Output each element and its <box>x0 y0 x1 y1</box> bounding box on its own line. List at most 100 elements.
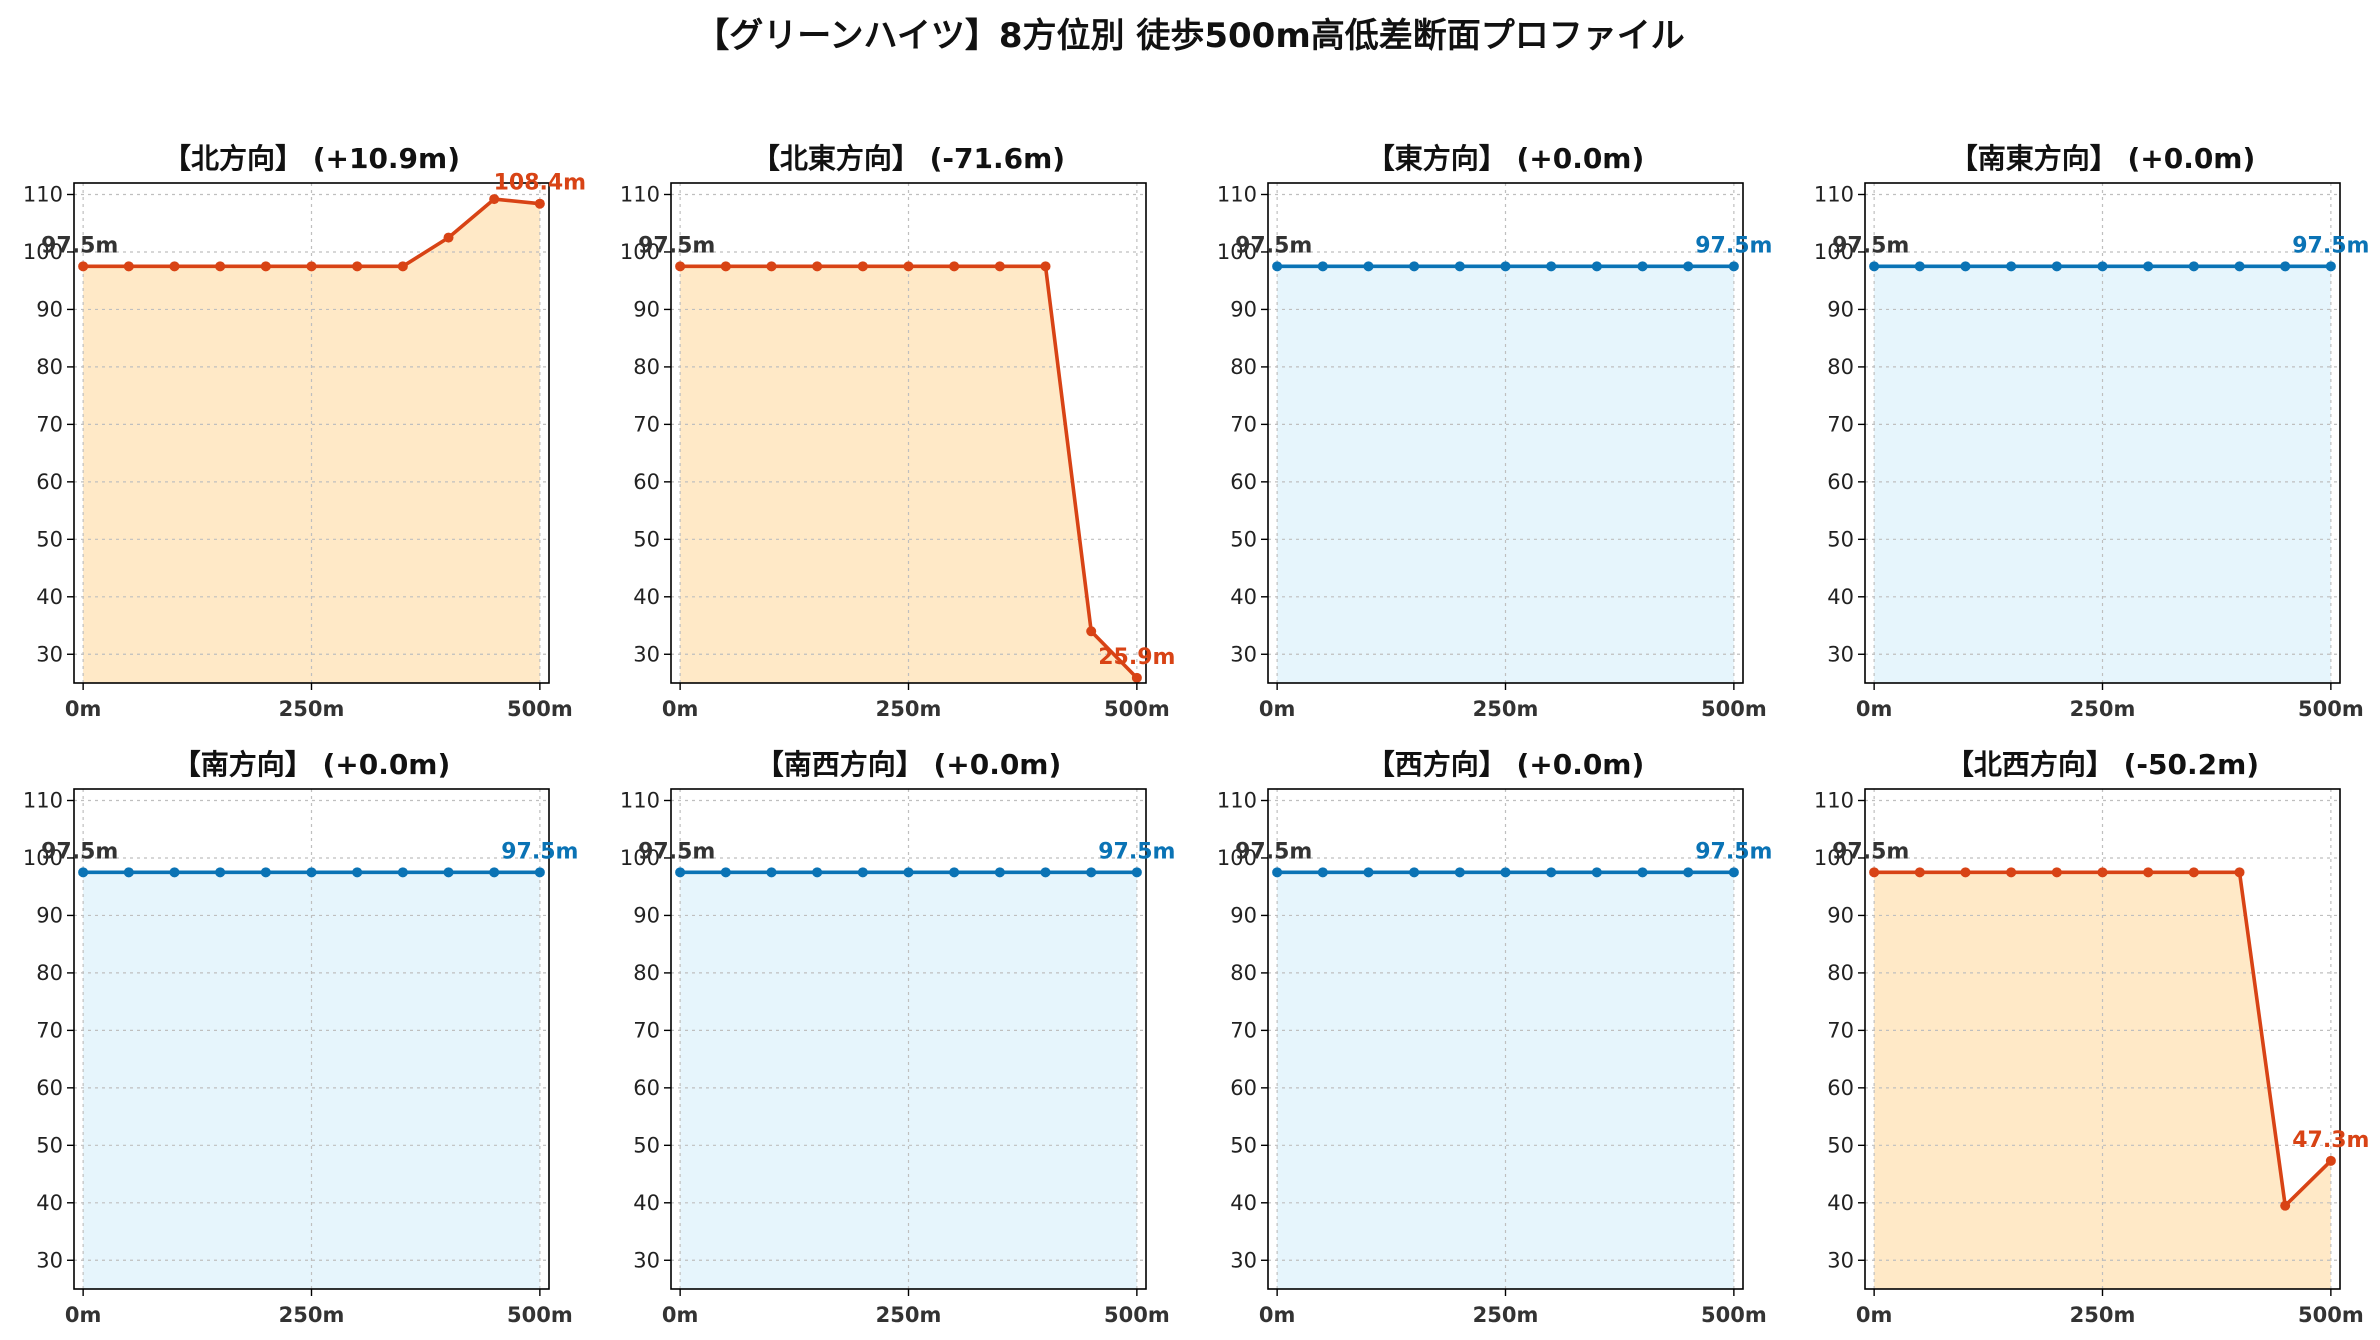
data-point <box>78 867 89 878</box>
data-point <box>78 261 89 272</box>
y-tick-label: 110 <box>1814 788 1854 812</box>
data-point <box>2006 867 2017 878</box>
y-tick-label: 60 <box>36 470 63 494</box>
y-tick-label: 30 <box>36 642 63 666</box>
y-tick-label: 40 <box>1230 1191 1257 1215</box>
data-point <box>1683 867 1694 878</box>
start-value-label: 97.5m <box>1832 233 1909 258</box>
data-point <box>1914 867 1925 878</box>
x-tick-label: 0m <box>1259 1303 1296 1327</box>
data-point <box>397 867 408 878</box>
x-tick-label: 500m <box>1701 697 1767 721</box>
panel-title: 【南西方向】 (+0.0m) <box>756 748 1062 781</box>
y-tick-label: 40 <box>36 585 63 609</box>
panel-title: 【南方向】 (+0.0m) <box>173 748 451 781</box>
panel-7: 【北西方向】 (-50.2m) 30 40 50 60 70 80 90 100 110 0m 250… <box>1814 748 2370 1327</box>
data-point <box>2006 261 2017 272</box>
data-point <box>2234 867 2245 878</box>
start-value-label: 97.5m <box>41 233 118 258</box>
data-point <box>1637 867 1648 878</box>
data-point <box>1637 261 1648 272</box>
x-tick-label: 500m <box>2298 1303 2364 1327</box>
y-tick-label: 90 <box>36 903 63 927</box>
y-tick-label: 100 <box>1814 240 1854 264</box>
x-tick-label: 250m <box>2070 697 2136 721</box>
data-point <box>1454 261 1465 272</box>
data-point <box>994 867 1005 878</box>
data-point <box>675 867 686 878</box>
x-tick-label: 0m <box>1856 697 1893 721</box>
data-point <box>1869 261 1880 272</box>
data-point <box>260 867 271 878</box>
data-point <box>2051 867 2062 878</box>
y-tick-label: 100 <box>620 846 660 870</box>
area-fill <box>83 199 540 683</box>
data-point <box>1272 867 1283 878</box>
end-value-label: 47.3m <box>2292 1128 2369 1153</box>
y-tick-label: 50 <box>36 527 63 551</box>
x-tick-label: 0m <box>1259 697 1296 721</box>
data-point <box>443 867 454 878</box>
area-fill <box>1277 266 1734 683</box>
start-value-label: 97.5m <box>1235 839 1312 864</box>
y-tick-label: 60 <box>1230 470 1257 494</box>
y-tick-label: 60 <box>1827 1076 1854 1100</box>
data-point <box>2234 261 2245 272</box>
data-point <box>1591 867 1602 878</box>
data-point <box>1040 867 1051 878</box>
y-tick-label: 80 <box>1230 961 1257 985</box>
data-point <box>857 867 868 878</box>
x-tick-label: 0m <box>662 1303 699 1327</box>
data-point <box>1591 261 1602 272</box>
y-tick-label: 100 <box>620 240 660 264</box>
y-tick-label: 90 <box>1827 297 1854 321</box>
start-value-label: 97.5m <box>638 233 715 258</box>
y-tick-label: 80 <box>633 961 660 985</box>
data-point <box>534 867 545 878</box>
data-point <box>1960 261 1971 272</box>
y-tick-label: 70 <box>36 412 63 436</box>
y-tick-label: 110 <box>1814 182 1854 206</box>
panel-title: 【北西方向】 (-50.2m) <box>1946 748 2259 781</box>
data-point <box>1040 261 1051 272</box>
x-tick-label: 500m <box>1104 1303 1170 1327</box>
data-point <box>1409 261 1420 272</box>
y-tick-label: 90 <box>36 297 63 321</box>
end-value-label: 97.5m <box>501 839 578 864</box>
data-point <box>1728 867 1739 878</box>
data-point <box>123 261 134 272</box>
panel-2: 【東方向】 (+0.0m) 30 40 50 60 70 80 90 100 110 0m 250m 5… <box>1217 142 1773 721</box>
data-point <box>1131 672 1142 683</box>
data-point <box>2188 867 2199 878</box>
end-value-label: 97.5m <box>1695 233 1772 258</box>
x-tick-label: 0m <box>1856 1303 1893 1327</box>
y-tick-label: 30 <box>1827 1248 1854 1272</box>
data-point <box>489 194 500 205</box>
start-value-label: 97.5m <box>638 839 715 864</box>
y-tick-label: 70 <box>36 1018 63 1042</box>
y-tick-label: 40 <box>36 1191 63 1215</box>
y-tick-label: 110 <box>23 788 63 812</box>
data-point <box>1500 261 1511 272</box>
x-tick-label: 500m <box>1701 1303 1767 1327</box>
y-tick-label: 50 <box>633 1133 660 1157</box>
data-point <box>1960 867 1971 878</box>
y-tick-label: 110 <box>1217 182 1257 206</box>
y-tick-label: 100 <box>23 240 63 264</box>
y-tick-label: 50 <box>1827 1133 1854 1157</box>
data-point <box>1086 867 1097 878</box>
y-tick-label: 110 <box>23 182 63 206</box>
y-tick-label: 60 <box>633 470 660 494</box>
data-point <box>2325 1155 2336 1166</box>
data-point <box>720 867 731 878</box>
data-point <box>1914 261 1925 272</box>
y-tick-label: 60 <box>1230 1076 1257 1100</box>
area-fill <box>1277 872 1734 1289</box>
data-point <box>1683 261 1694 272</box>
start-value-label: 97.5m <box>1832 839 1909 864</box>
start-value-label: 97.5m <box>1235 233 1312 258</box>
y-tick-label: 60 <box>36 1076 63 1100</box>
y-tick-label: 100 <box>23 846 63 870</box>
panel-title: 【北東方向】 (-71.6m) <box>752 142 1065 175</box>
